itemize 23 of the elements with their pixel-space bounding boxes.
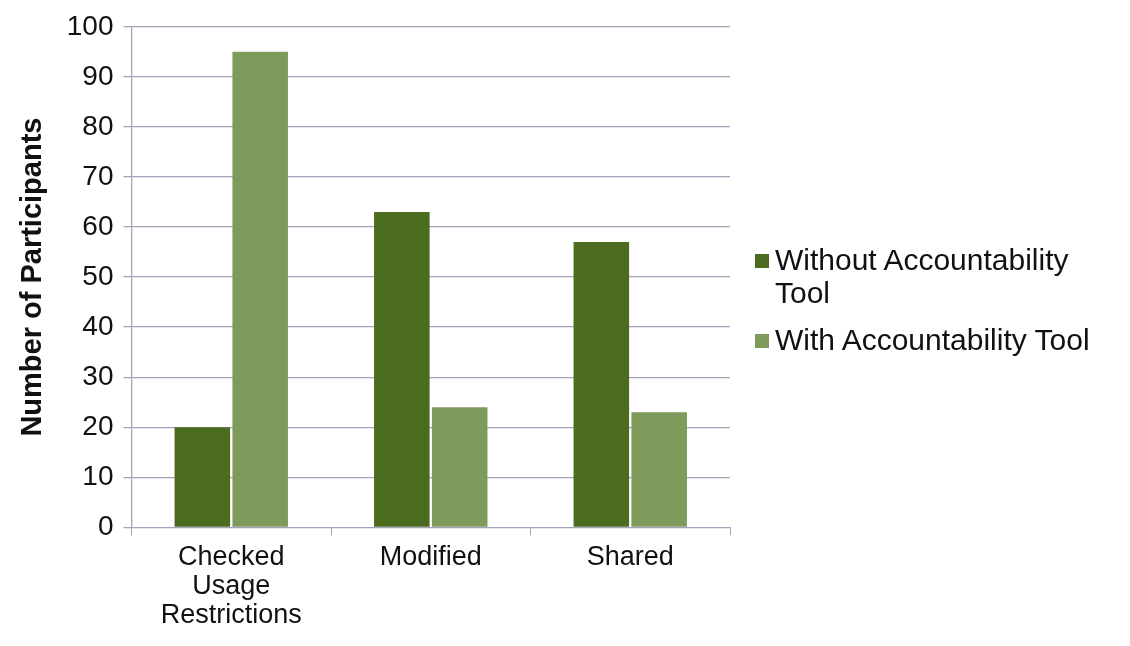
y-tick-label: 30 [82,359,114,391]
y-tick-label: 0 [97,510,114,542]
y-tick-label: 20 [82,409,114,441]
y-axis-title: Number of Participants [15,117,48,437]
y-tick-label: 80 [82,109,114,141]
y-tick-label: 70 [82,159,114,191]
bar [431,407,488,527]
y-tick-label: 60 [82,209,114,241]
bar [374,212,430,527]
bar [573,242,630,527]
legend-label: Without Accountability Tool [775,242,1070,309]
y-tick-label: 40 [82,309,114,341]
y-tick-label: 10 [82,460,114,491]
legend-label: With Accountability Tool [775,322,1090,356]
x-tick-label: Modified [379,541,482,572]
y-tick-label: 100 [66,9,114,41]
x-tick-label: Shared [586,541,674,572]
bar [232,51,288,527]
bar [174,427,231,527]
y-tick-label: 90 [82,59,114,91]
bar [631,412,687,527]
x-tick-label: Checked Usage Restrictions [160,541,302,630]
y-tick-label: 50 [82,259,114,291]
